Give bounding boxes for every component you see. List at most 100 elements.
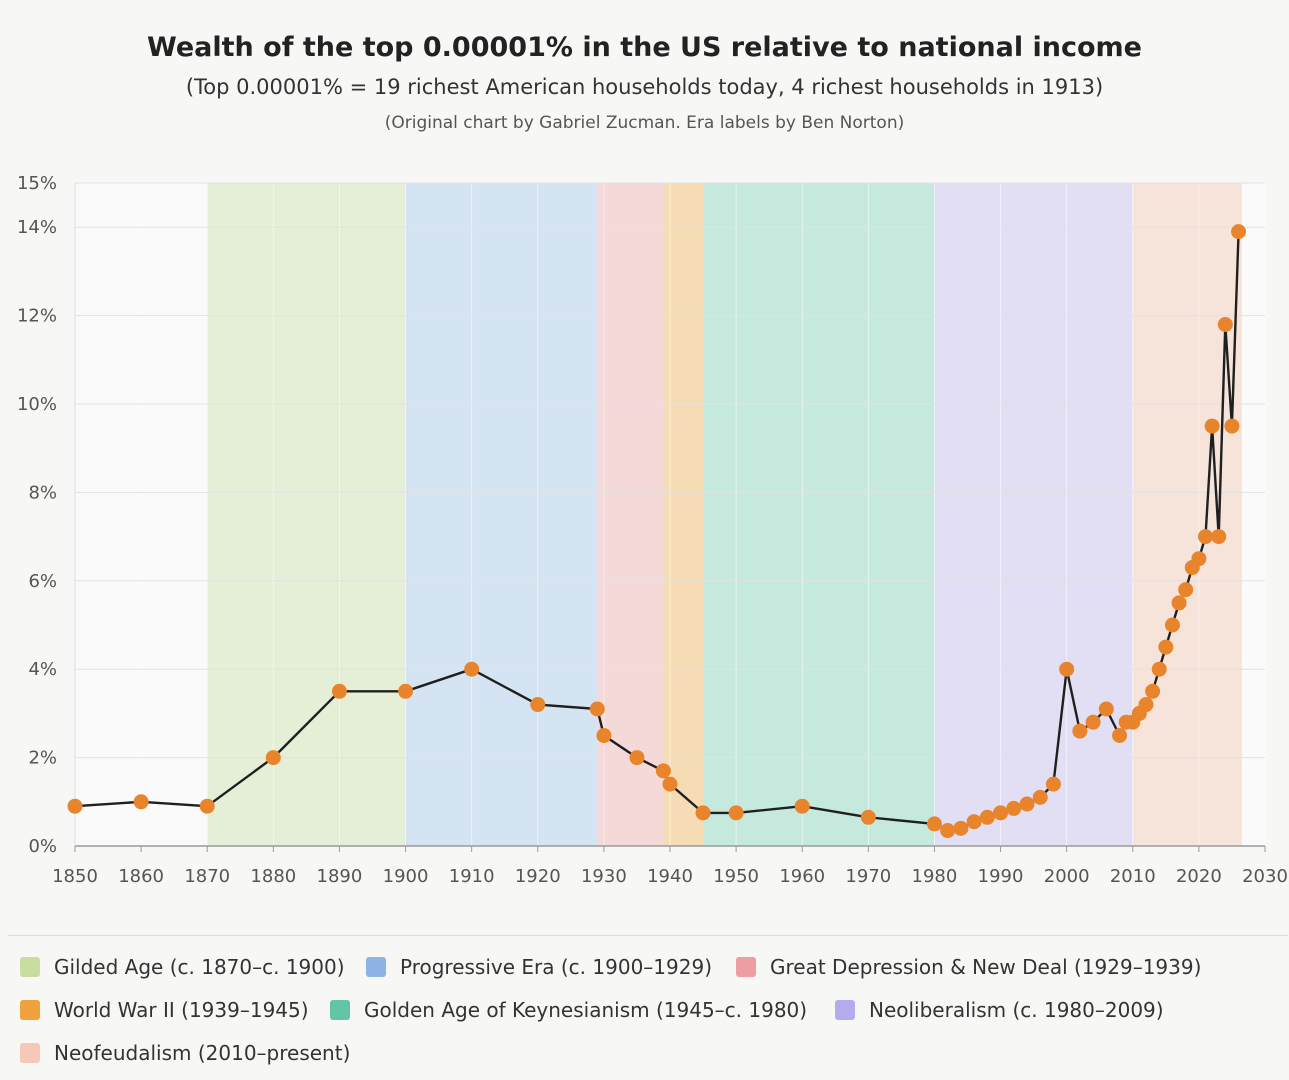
era-band-3 — [663, 183, 704, 846]
legend-label: Golden Age of Keynesianism (1945–c. 1980… — [364, 998, 808, 1022]
legend-label: World War II (1939–1945) — [54, 998, 309, 1022]
data-point-1860 — [133, 794, 149, 810]
x-tick-label-17: 2020 — [1176, 866, 1222, 887]
y-tick-label-1: 2% — [28, 748, 57, 769]
y-tick-label-6: 12% — [17, 306, 57, 327]
x-tick-label-10: 1950 — [713, 866, 759, 887]
x-tick-label-11: 1960 — [779, 866, 825, 887]
legend-swatch — [20, 957, 40, 977]
data-point-1980 — [926, 816, 942, 832]
x-tick-label-2: 1870 — [184, 866, 230, 887]
data-point-1900 — [398, 683, 414, 699]
data-point-2018 — [1178, 582, 1194, 598]
legend-item-5: Neoliberalism (c. 1980–2009) — [835, 998, 1164, 1022]
data-point-2012 — [1138, 697, 1154, 713]
chart-title: Wealth of the top 0.00001% in the US rel… — [147, 32, 1142, 63]
x-tick-label-8: 1930 — [581, 866, 627, 887]
data-point-2008 — [1112, 728, 1128, 743]
era-band-6 — [1132, 183, 1242, 846]
legend-item-1: Progressive Era (c. 1900–1929) — [366, 955, 712, 979]
data-point-1982 — [940, 823, 956, 839]
x-tick-label-15: 2000 — [1044, 866, 1090, 887]
legend-swatch — [835, 1000, 855, 1020]
legend-label: Great Depression & New Deal (1929–1939) — [770, 955, 1202, 979]
data-point-1890 — [331, 683, 347, 699]
data-point-2022 — [1204, 418, 1220, 434]
legend-label: Neoliberalism (c. 1980–2009) — [869, 998, 1164, 1022]
legend-divider — [8, 935, 1288, 936]
x-axis-ticks: 1850 1860 1870 1880 1890 1900 1910 1920 1930 1940… — [52, 846, 1288, 887]
series-markers — [67, 224, 1247, 839]
era-band-0 — [207, 183, 406, 846]
data-point-1994 — [1019, 796, 1035, 812]
data-point-2000 — [1059, 661, 1075, 677]
legend-item-6: Neofeudalism (2010–present) — [20, 1041, 350, 1065]
x-tick-label-7: 1920 — [515, 866, 561, 887]
legend-item-0: Gilded Age (c. 1870–c. 1900) — [20, 955, 345, 979]
legend-swatch — [330, 1000, 350, 1020]
legend-item-3: World War II (1939–1945) — [20, 998, 309, 1022]
legend-label: Progressive Era (c. 1900–1929) — [400, 955, 712, 979]
data-point-2023 — [1211, 529, 1227, 545]
data-point-1984 — [953, 820, 969, 836]
legend-label: Neofeudalism (2010–present) — [54, 1041, 351, 1065]
data-point-1992 — [1006, 800, 1022, 816]
data-point-2006 — [1098, 701, 1114, 717]
y-tick-label-7: 14% — [17, 217, 57, 238]
data-point-1910 — [464, 661, 480, 677]
era-band-4 — [703, 183, 935, 846]
data-point-2004 — [1085, 714, 1101, 730]
data-point-2021 — [1198, 529, 1213, 545]
y-axis-ticks: 0% 2% 4% 6% 8% 10% 12% 14% 15% — [17, 173, 57, 857]
data-point-2024 — [1217, 316, 1233, 332]
data-point-1998 — [1045, 776, 1061, 792]
y-tick-label-5: 10% — [17, 394, 57, 415]
y-tick-label-3: 6% — [28, 571, 57, 592]
data-point-1988 — [979, 809, 995, 825]
y-tick-label-8: 15% — [17, 173, 57, 194]
x-tick-label-13: 1980 — [912, 866, 958, 887]
x-tick-label-6: 1910 — [449, 866, 495, 887]
x-tick-label-0: 1850 — [52, 866, 98, 887]
data-point-1939 — [655, 763, 671, 779]
data-point-2025 — [1224, 418, 1240, 434]
data-point-1929 — [589, 701, 605, 717]
x-tick-label-12: 1970 — [845, 866, 891, 887]
legend-label: Gilded Age (c. 1870–c. 1900) — [54, 955, 345, 979]
x-tick-label-5: 1900 — [383, 866, 429, 887]
data-point-1945 — [695, 805, 711, 821]
data-point-1990 — [993, 805, 1009, 821]
data-point-2002 — [1072, 723, 1088, 739]
x-tick-label-4: 1890 — [317, 866, 363, 887]
era-band-1 — [405, 183, 598, 846]
data-point-1996 — [1032, 789, 1048, 805]
legend-swatch — [366, 957, 386, 977]
data-point-2026 — [1231, 224, 1247, 240]
chart-credit: (Original chart by Gabriel Zucman. Era l… — [384, 113, 905, 133]
data-point-2015 — [1158, 639, 1174, 655]
legend-item-2: Great Depression & New Deal (1929–1939) — [736, 955, 1201, 979]
data-point-1960 — [794, 798, 810, 814]
x-tick-label-1: 1860 — [118, 866, 164, 887]
data-point-2016 — [1164, 617, 1180, 633]
y-tick-label-2: 4% — [28, 659, 57, 680]
data-point-2013 — [1145, 683, 1161, 699]
x-tick-label-16: 2010 — [1110, 866, 1156, 887]
data-point-2014 — [1151, 661, 1167, 677]
data-point-1940 — [662, 776, 678, 792]
y-tick-label-0: 0% — [28, 836, 57, 857]
data-point-1870 — [199, 798, 215, 814]
era-band-2 — [597, 183, 664, 846]
x-tick-label-18: 2030 — [1242, 866, 1288, 887]
legend-item-4: Golden Age of Keynesianism (1945–c. 1980… — [330, 998, 807, 1022]
legend-swatch — [736, 957, 756, 977]
x-tick-label-9: 1940 — [647, 866, 693, 887]
x-tick-label-3: 1880 — [250, 866, 296, 887]
x-tick-label-14: 1990 — [978, 866, 1024, 887]
line-chart: 1850 1860 1870 1880 1890 1900 1910 1920 1930 1940… — [17, 173, 1288, 887]
data-point-1850 — [67, 798, 83, 814]
legend-swatch — [20, 1000, 40, 1020]
data-point-1880 — [265, 750, 281, 766]
y-tick-label-4: 8% — [28, 482, 57, 503]
data-point-1930 — [596, 728, 612, 743]
